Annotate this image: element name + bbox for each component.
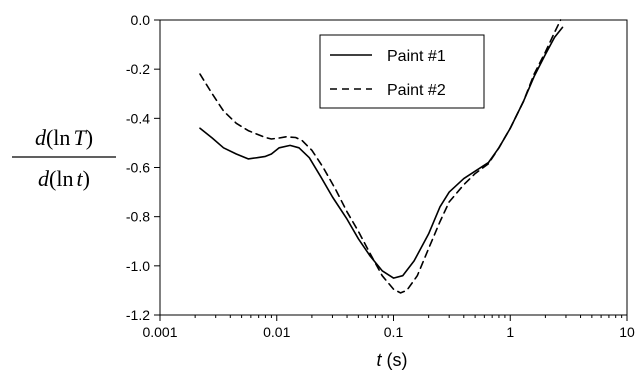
y-tick-label: -1.0 xyxy=(126,258,150,274)
x-tick-label: 0.1 xyxy=(384,324,404,340)
y-axis: 0.0 -0.2 -0.4 -0.6 -0.8 -1.0 -1.2 xyxy=(126,12,160,323)
y-tick-label: -0.4 xyxy=(126,110,150,126)
y-tick-label: -1.2 xyxy=(126,307,150,323)
x-axis-label: t (s) xyxy=(376,350,407,370)
y-axis-label-denominator: d(ln t) xyxy=(38,166,90,191)
y-tick-label: 0.0 xyxy=(131,12,151,28)
y-tick-label: -0.2 xyxy=(126,61,150,77)
plot-area: 0.001 0.01 0.1 1 10 0.0 -0.2 -0.4 -0.6 -0.8 -1.0 -… xyxy=(126,12,635,340)
y-tick-label: -0.6 xyxy=(126,160,150,176)
legend-label-paint-2: Paint #2 xyxy=(387,82,446,99)
x-tick-label: 0.001 xyxy=(142,324,177,340)
x-tick-label: 10 xyxy=(619,324,635,340)
legend-box xyxy=(319,34,485,109)
y-axis-label-numerator: d(ln T) xyxy=(35,125,93,150)
x-tick-label: 1 xyxy=(506,324,514,340)
x-axis: 0.001 0.01 0.1 1 10 xyxy=(142,315,635,340)
series-layer xyxy=(199,19,564,294)
x-tick-label: 0.01 xyxy=(263,324,290,340)
y-tick-label: -0.8 xyxy=(126,209,150,225)
series-line-paint-2 xyxy=(199,19,562,294)
y-axis-label: d(ln T) d(ln t) xyxy=(12,125,116,191)
legend: Paint #1 Paint #2 xyxy=(319,34,485,109)
legend-label-paint-1: Paint #1 xyxy=(387,48,446,65)
